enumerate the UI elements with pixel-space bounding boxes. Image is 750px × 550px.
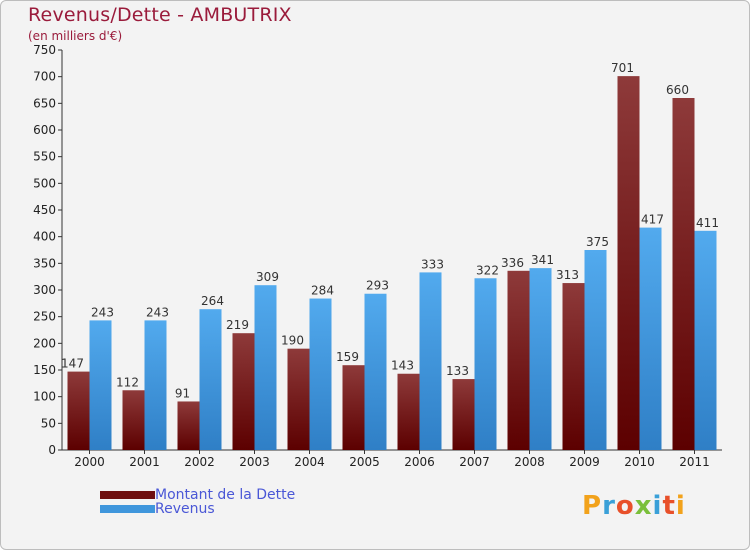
data-label-dette: 112 (116, 375, 139, 389)
chart-title: Revenus/Dette - AMBUTRIX (28, 4, 292, 26)
chart-subtitle: (en milliers d'€) (28, 29, 123, 43)
y-tick-label: 300 (33, 283, 56, 297)
y-tick-label: 100 (33, 390, 56, 404)
logo-letter: o (615, 491, 635, 521)
x-tick-label: 2003 (239, 455, 270, 469)
data-label-revenus: 243 (91, 305, 114, 319)
x-tick-label: 2005 (349, 455, 380, 469)
bar-dette (177, 401, 200, 450)
bar-revenus (364, 293, 387, 450)
x-tick-label: 2006 (404, 455, 435, 469)
bar-dette (452, 379, 475, 450)
legend-item-revenus: Revenus (100, 501, 215, 517)
y-tick-label: 250 (33, 310, 56, 324)
x-tick-label: 2001 (129, 455, 160, 469)
data-label-dette: 190 (281, 334, 304, 348)
y-tick-label: 0 (48, 443, 56, 457)
data-label-revenus: 264 (201, 294, 224, 308)
x-tick-label: 2009 (569, 455, 600, 469)
y-tick-label: 600 (33, 123, 56, 137)
bar-dette (617, 76, 640, 450)
bar-revenus (89, 320, 112, 450)
y-tick-label: 550 (33, 150, 56, 164)
logo-letter: i (652, 491, 663, 521)
data-label-revenus: 411 (696, 216, 719, 230)
bar-dette (507, 270, 530, 450)
data-label-revenus: 375 (586, 235, 609, 249)
legend-item-dette: Montant de la Dette (100, 487, 295, 503)
data-label-revenus: 322 (476, 263, 499, 277)
data-label-dette: 91 (175, 386, 190, 400)
bar-dette (672, 98, 695, 450)
proxiti-logo: Proxiti (582, 491, 686, 521)
y-tick-label: 500 (33, 176, 56, 190)
bar-dette (122, 390, 145, 450)
legend-label-dette: Montant de la Dette (155, 487, 296, 503)
data-label-revenus: 341 (531, 253, 554, 267)
bar-revenus (199, 309, 222, 450)
bar-revenus (694, 230, 717, 450)
y-tick-label: 50 (41, 416, 56, 430)
y-tick-label: 150 (33, 363, 56, 377)
bar-revenus (639, 227, 662, 450)
logo-letter: t (662, 491, 676, 521)
bar-revenus (474, 278, 497, 450)
bar-dette (287, 348, 310, 450)
data-label-dette: 336 (501, 256, 524, 270)
bar-revenus (529, 268, 552, 450)
data-label-dette: 701 (611, 61, 634, 75)
x-tick-label: 2010 (624, 455, 655, 469)
data-label-revenus: 309 (256, 270, 279, 284)
bar-dette (562, 283, 585, 450)
bar-revenus (419, 272, 442, 450)
y-tick-label: 400 (33, 230, 56, 244)
x-tick-label: 2007 (459, 455, 490, 469)
data-label-revenus: 243 (146, 305, 169, 319)
bar-revenus (254, 285, 277, 450)
bar-dette (232, 333, 255, 450)
legend-swatch-revenus (100, 505, 155, 513)
data-label-revenus: 417 (641, 213, 664, 227)
data-label-dette: 143 (391, 359, 414, 373)
bar-revenus (584, 250, 607, 450)
data-label-dette: 159 (336, 350, 359, 364)
logo-letter: x (634, 491, 653, 521)
y-tick-label: 200 (33, 336, 56, 350)
data-label-dette: 219 (226, 318, 249, 332)
legend-label-revenus: Revenus (155, 501, 215, 517)
legend-swatch-dette (100, 491, 155, 499)
data-label-revenus: 333 (421, 257, 444, 271)
bar-dette (342, 365, 365, 450)
bar-revenus (309, 298, 332, 450)
logo-letter: P (582, 491, 603, 521)
bar-revenus (144, 320, 167, 450)
data-label-revenus: 284 (311, 284, 334, 298)
data-label-dette: 133 (446, 364, 469, 378)
logo-letter: r (602, 491, 616, 521)
x-tick-label: 2008 (514, 455, 545, 469)
x-tick-label: 2004 (294, 455, 325, 469)
data-label-dette: 147 (61, 357, 84, 371)
y-tick-label: 700 (33, 70, 56, 84)
data-label-dette: 660 (666, 83, 689, 97)
y-tick-label: 750 (33, 43, 56, 57)
bar-dette (67, 371, 90, 450)
y-tick-label: 650 (33, 96, 56, 110)
data-label-dette: 313 (556, 268, 579, 282)
logo-letter: i (675, 491, 686, 521)
bar-dette (397, 373, 420, 450)
x-tick-label: 2002 (184, 455, 215, 469)
x-tick-label: 2000 (74, 455, 105, 469)
y-tick-label: 350 (33, 256, 56, 270)
x-tick-label: 2011 (679, 455, 710, 469)
data-label-revenus: 293 (366, 279, 389, 293)
y-tick-label: 450 (33, 203, 56, 217)
